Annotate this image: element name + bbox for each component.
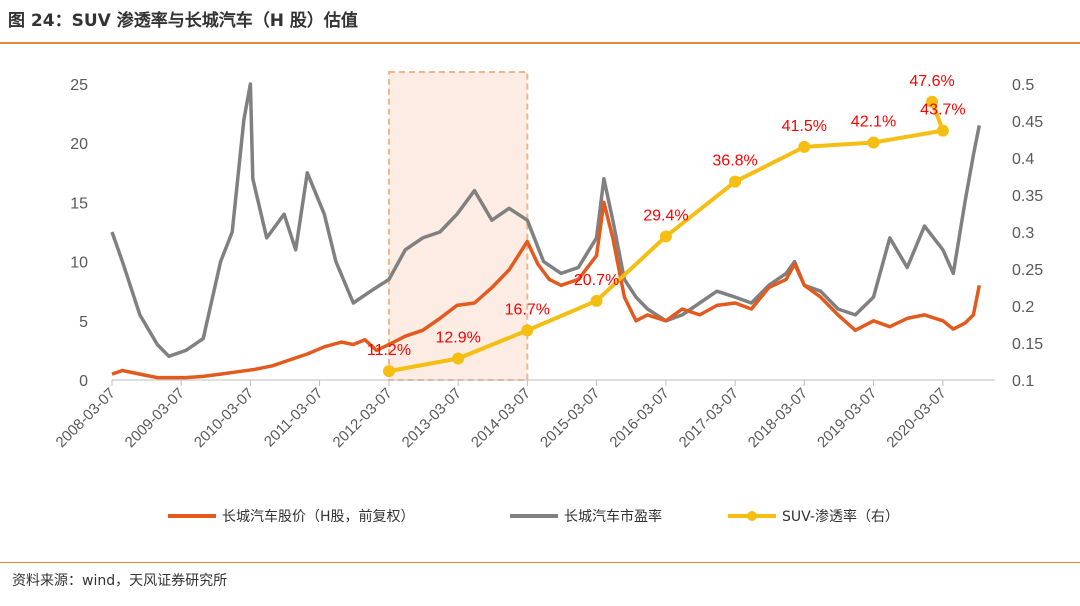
x-tick-label: 2018-03-07: [745, 385, 811, 451]
legend-swatch-price: [168, 514, 216, 518]
title-rule: [0, 42, 1080, 44]
y-left-tick-label: 20: [70, 136, 88, 153]
y-right-tick-label: 0.35: [1012, 188, 1043, 205]
y-right-tick-label: 0.45: [1012, 114, 1043, 131]
legend-label-price: 长城汽车股价（H股，前复权）: [222, 509, 415, 525]
y-left-tick-label: 15: [70, 195, 88, 212]
chart-title: 图 24：SUV 渗透率与长城汽车（H 股）估值: [8, 11, 358, 31]
suv-data-label: 20.7%: [574, 272, 619, 289]
suv-point: [936, 124, 949, 137]
suv-point: [867, 136, 880, 149]
x-tick-label: 2010-03-07: [191, 385, 257, 451]
suv-point: [382, 365, 395, 378]
suv-data-label: 47.6%: [909, 73, 954, 90]
x-tick-label: 2015-03-07: [537, 385, 603, 451]
y-left-tick-label: 5: [79, 314, 88, 331]
y-right-tick-label: 0.3: [1012, 225, 1034, 242]
suv-data-label: 12.9%: [435, 330, 480, 347]
suv-data-label: 36.8%: [712, 153, 757, 170]
series-line-pe: [110, 82, 982, 359]
source-note: 资料来源：wind，天风证券研究所: [12, 573, 228, 589]
y-left-tick-label: 10: [70, 255, 88, 272]
y-left-tick-label: 25: [70, 77, 88, 94]
x-tick-label: 2014-03-07: [468, 385, 534, 451]
x-tick-label: 2008-03-07: [53, 385, 119, 451]
suv-data-label: 11.2%: [367, 342, 411, 359]
suv-point: [521, 324, 534, 337]
x-tick-label: 2011-03-07: [261, 385, 326, 450]
y-right-tick-label: 0.1: [1012, 373, 1034, 390]
legend-swatch-pe: [510, 514, 558, 518]
suv-data-label: 41.5%: [782, 118, 827, 135]
series-line-price: [111, 200, 982, 380]
y-left-tick-label: 0: [79, 373, 88, 390]
suv-data-label: 43.7%: [920, 102, 965, 119]
y-right-tick-label: 0.15: [1012, 336, 1043, 353]
suv-point: [452, 352, 465, 365]
chart-area: 0 5 10 15 20 25 0.1 0.15 0.2 0.25 0.3 0.35 0.4 0.45 0.…: [53, 71, 1043, 451]
suv-point: [659, 230, 672, 243]
suv-data-label: 16.7%: [505, 301, 550, 318]
legend: 长城汽车股价（H股，前复权） 长城汽车市盈率 SUV-渗透率（右）: [0, 502, 1080, 530]
legend-label-pe: 长城汽车市盈率: [564, 509, 662, 525]
y-right-tick-label: 0.4: [1012, 151, 1034, 168]
suv-point: [798, 140, 811, 153]
source-rule: [0, 562, 1080, 563]
y-right-tick-label: 0.5: [1012, 77, 1034, 94]
legend-swatch-suv-marker: [747, 511, 757, 521]
x-tick-label: 2020-03-07: [883, 385, 949, 451]
x-tick-label: 2019-03-07: [814, 385, 880, 451]
highlight-region: [387, 71, 529, 381]
x-tick-label: 2009-03-07: [122, 385, 188, 451]
suv-point: [729, 175, 742, 188]
suv-data-label: 42.1%: [851, 113, 896, 130]
x-tick-label: 2012-03-07: [330, 385, 396, 451]
series-line-suv: [388, 101, 945, 374]
y-right-tick-label: 0.2: [1012, 299, 1034, 316]
x-tick-label: 2013-03-07: [399, 385, 465, 451]
legend-label-suv: SUV-渗透率（右）: [782, 509, 899, 525]
y-right-tick-label: 0.25: [1012, 262, 1043, 279]
suv-data-label: 29.4%: [643, 207, 688, 224]
x-tick-label: 2017-03-07: [676, 385, 742, 451]
suv-point: [590, 294, 603, 307]
x-tick-label: 2016-03-07: [606, 385, 672, 451]
suv-point: [926, 95, 939, 108]
